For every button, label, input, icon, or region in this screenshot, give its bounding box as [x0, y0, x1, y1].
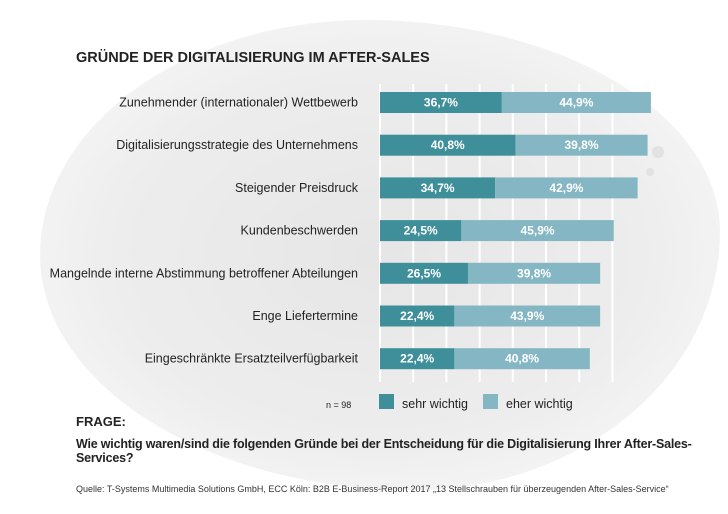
bar-eher-wichtig [467, 262, 601, 284]
category-label: Zunehmender (internationaler) Wettbewerb [119, 96, 358, 110]
bar-sehr-wichtig [380, 177, 496, 199]
legend-swatch [379, 394, 394, 409]
bar-sehr-wichtig [380, 92, 502, 113]
data-label: 39,8% [517, 266, 551, 280]
data-label: 45,9% [521, 224, 555, 238]
bar-eher-wichtig [454, 348, 590, 370]
data-label: 36,7% [424, 96, 458, 110]
bar-eher-wichtig [515, 134, 648, 156]
question-text: Wie wichtig waren/sind die folgenden Grü… [76, 437, 692, 465]
bar-sehr-wichtig [380, 262, 468, 284]
data-label: 43,9% [510, 309, 544, 323]
decorative-dot [652, 146, 664, 158]
data-label: 22,4% [400, 352, 434, 366]
data-label: 42,9% [549, 181, 583, 195]
bar-eher-wichtig [495, 177, 638, 199]
category-label: Eingeschränkte Ersatzteilverfügbarkeit [145, 352, 359, 366]
bar-eher-wichtig [454, 305, 601, 327]
data-label: 34,7% [421, 181, 455, 195]
category-label: Digitalisierungsstrategie des Unternehme… [116, 138, 358, 152]
data-label: 44,9% [559, 96, 593, 110]
data-label: 22,4% [400, 309, 434, 323]
category-label: Steigender Preisdruck [235, 181, 359, 195]
bar-sehr-wichtig [380, 134, 516, 156]
data-label: 40,8% [431, 138, 465, 152]
category-label: Enge Liefertermine [252, 309, 358, 323]
legend-swatch [483, 394, 498, 409]
bar-sehr-wichtig [380, 305, 455, 327]
question-heading: FRAGE: [76, 414, 126, 429]
bar-sehr-wichtig [380, 348, 455, 370]
data-label: 26,5% [407, 266, 441, 280]
legend-label: eher wichtig [506, 397, 573, 411]
bar-sehr-wichtig [380, 220, 462, 242]
data-label: 39,8% [565, 138, 599, 152]
bar-eher-wichtig [501, 92, 651, 113]
chart-title: GRÜNDE DER DIGITALISIERUNG IM AFTER-SALE… [76, 50, 430, 66]
data-label: 40,8% [505, 352, 539, 366]
legend-label: sehr wichtig [402, 397, 468, 411]
category-label: Mangelnde interne Abstimmung betroffener… [50, 266, 358, 280]
category-label: Kundenbeschwerden [241, 224, 358, 238]
data-label: 24,5% [404, 224, 438, 238]
source-note: Quelle: T-Systems Multimedia Solutions G… [76, 484, 669, 494]
sample-size: n = 98 [326, 400, 351, 410]
decorative-dot [646, 168, 654, 176]
bar-eher-wichtig [461, 220, 614, 242]
